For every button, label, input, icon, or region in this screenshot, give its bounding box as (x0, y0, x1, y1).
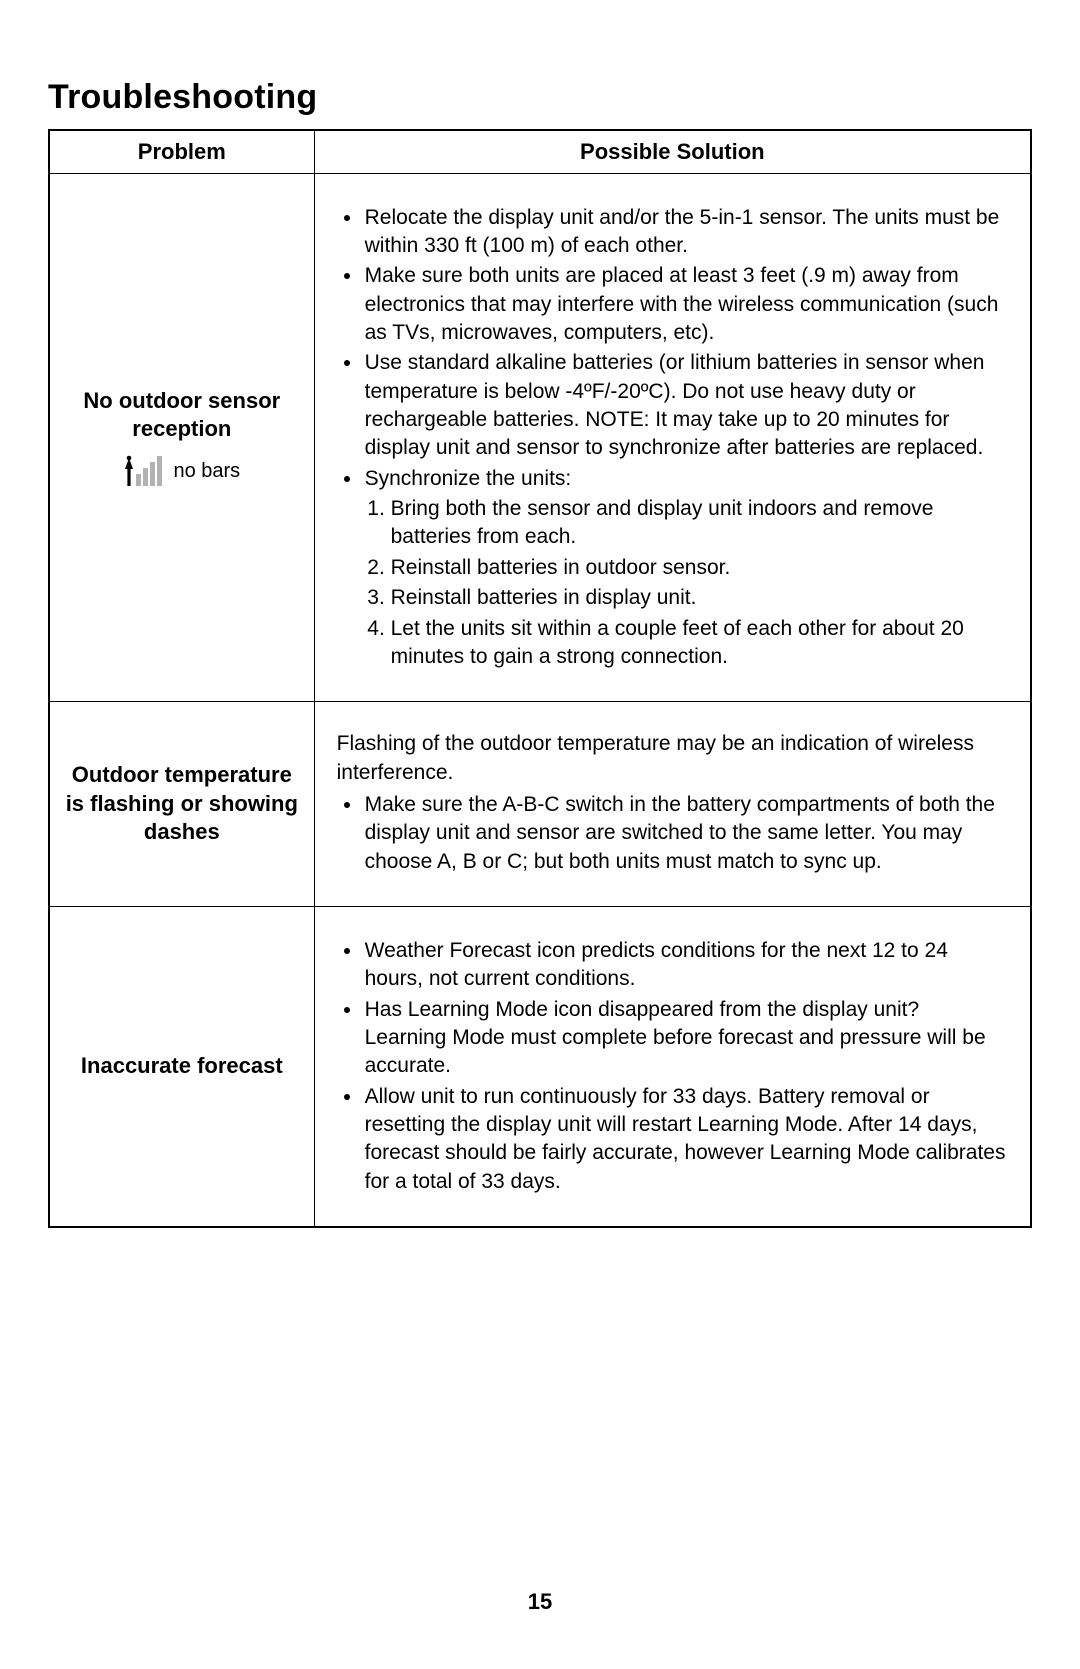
solution-bullets: Weather Forecast icon predicts condition… (337, 937, 1006, 1196)
bullet-text: Synchronize the units: (365, 467, 572, 490)
bullet-item: Allow unit to run continuously for 33 da… (363, 1083, 1006, 1196)
problem-inaccurate-forecast: Inaccurate forecast (49, 906, 314, 1227)
solution-bullets: Relocate the display unit and/or the 5-i… (337, 204, 1006, 672)
step-item: Bring both the sensor and display unit i… (391, 495, 1006, 552)
solution-bullets: Make sure the A-B-C switch in the batter… (337, 791, 1006, 876)
bullet-item: Use standard alkaline batteries (or lith… (363, 349, 1006, 462)
table-row: Outdoor temperature is flashing or showi… (49, 702, 1031, 907)
bullet-item: Has Learning Mode icon disappeared from … (363, 996, 1006, 1081)
bullet-item: Make sure the A-B-C switch in the batter… (363, 791, 1006, 876)
problem-no-reception: No outdoor sensor reception (49, 173, 314, 702)
header-solution: Possible Solution (314, 130, 1031, 173)
no-bars-indicator: no bars (64, 454, 300, 488)
bullet-item: Make sure both units are placed at least… (363, 262, 1006, 347)
step-item: Let the units sit within a couple feet o… (391, 615, 1006, 672)
table-header-row: Problem Possible Solution (49, 130, 1031, 173)
step-item: Reinstall batteries in display unit. (391, 584, 1006, 612)
solution-no-reception: Relocate the display unit and/or the 5-i… (314, 173, 1031, 702)
bullet-item: Relocate the display unit and/or the 5-i… (363, 204, 1006, 261)
solution-inaccurate-forecast: Weather Forecast icon predicts condition… (314, 906, 1031, 1227)
sync-steps: Bring both the sensor and display unit i… (365, 495, 1006, 671)
page-number: 15 (0, 1589, 1080, 1615)
step-item: Reinstall batteries in outdoor sensor. (391, 554, 1006, 582)
header-problem: Problem (49, 130, 314, 173)
solution-intro: Flashing of the outdoor temperature may … (337, 730, 1006, 787)
page-title: Troubleshooting (48, 78, 1032, 117)
page: Troubleshooting Problem Possible Solutio… (0, 0, 1080, 1669)
bullet-item: Weather Forecast icon predicts condition… (363, 937, 1006, 994)
problem-title-text: Outdoor temperature is flashing or showi… (64, 761, 300, 847)
signal-no-bars-icon (123, 454, 163, 488)
table-row: No outdoor sensor reception (49, 173, 1031, 702)
solution-temp-flashing: Flashing of the outdoor temperature may … (314, 702, 1031, 907)
troubleshooting-table: Problem Possible Solution No outdoor sen… (48, 129, 1032, 1228)
table-row: Inaccurate forecast Weather Forecast ico… (49, 906, 1031, 1227)
bullet-item: Synchronize the units: Bring both the se… (363, 465, 1006, 671)
problem-title-text: No outdoor sensor reception (64, 387, 300, 444)
problem-title-text: Inaccurate forecast (64, 1052, 300, 1081)
no-bars-label: no bars (173, 458, 240, 485)
problem-temp-flashing: Outdoor temperature is flashing or showi… (49, 702, 314, 907)
